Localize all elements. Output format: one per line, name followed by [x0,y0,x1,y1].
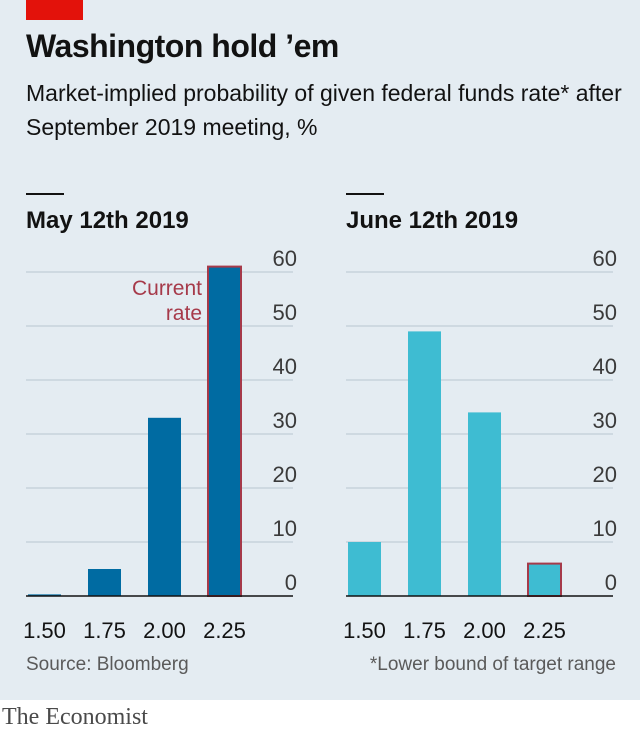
y-tick-label: 50 [593,300,617,325]
y-tick-label: 20 [593,462,617,487]
y-tick-label: 40 [593,354,617,379]
chart-title: Washington hold ’em [26,28,339,64]
x-tick-label: 1.75 [83,618,126,643]
y-tick-label: 50 [273,300,297,325]
x-tick-label: 1.75 [403,618,446,643]
y-tick-label: 60 [593,246,617,271]
bar [527,562,562,597]
brand-red-tag [26,0,83,20]
bar [148,417,181,596]
chart-2: June 12th 2019 0 10 20 30 40 50 60 1.50 1.75 2.00 2… [343,193,617,643]
x-tick-label: 1.50 [23,618,66,643]
y-tick-label: 10 [273,516,297,541]
source-note: Source: Bloomberg [26,654,189,675]
bar [28,594,61,596]
annotation-label: Current [132,277,202,300]
y-tick-label: 30 [593,408,617,433]
panel-title: May 12th 2019 [26,207,189,234]
bar [348,542,381,596]
bar [88,569,121,596]
y-tick-label: 40 [273,354,297,379]
x-tick-label: 2.25 [523,618,566,643]
y-tick-label: 0 [285,570,297,595]
bar-charts: May 12th 2019 0 10 20 30 40 50 60 1.50 1.75 2.00 2.… [23,193,617,643]
bar [408,331,441,596]
chart-subtitle: Market-implied probability of given fede… [26,80,622,140]
bar [468,412,501,596]
x-tick-label: 2.00 [463,618,506,643]
x-tick-label: 2.00 [143,618,186,643]
economist-logo: The Economist [2,704,148,730]
y-tick-label: 0 [605,570,617,595]
title-rule [26,193,64,195]
footnote: *Lower bound of target range [369,654,616,675]
x-tick-label: 1.50 [343,618,386,643]
y-tick-label: 30 [273,408,297,433]
title-rule [346,193,384,195]
annotation-label: rate [166,302,202,325]
x-tick-label: 2.25 [203,618,246,643]
chart-1: May 12th 2019 0 10 20 30 40 50 60 1.50 1.75 2.00 2.… [23,193,297,643]
panel-title: June 12th 2019 [346,207,518,234]
y-tick-label: 10 [593,516,617,541]
bar [207,265,242,597]
y-tick-label: 20 [273,462,297,487]
y-tick-label: 60 [273,246,297,271]
